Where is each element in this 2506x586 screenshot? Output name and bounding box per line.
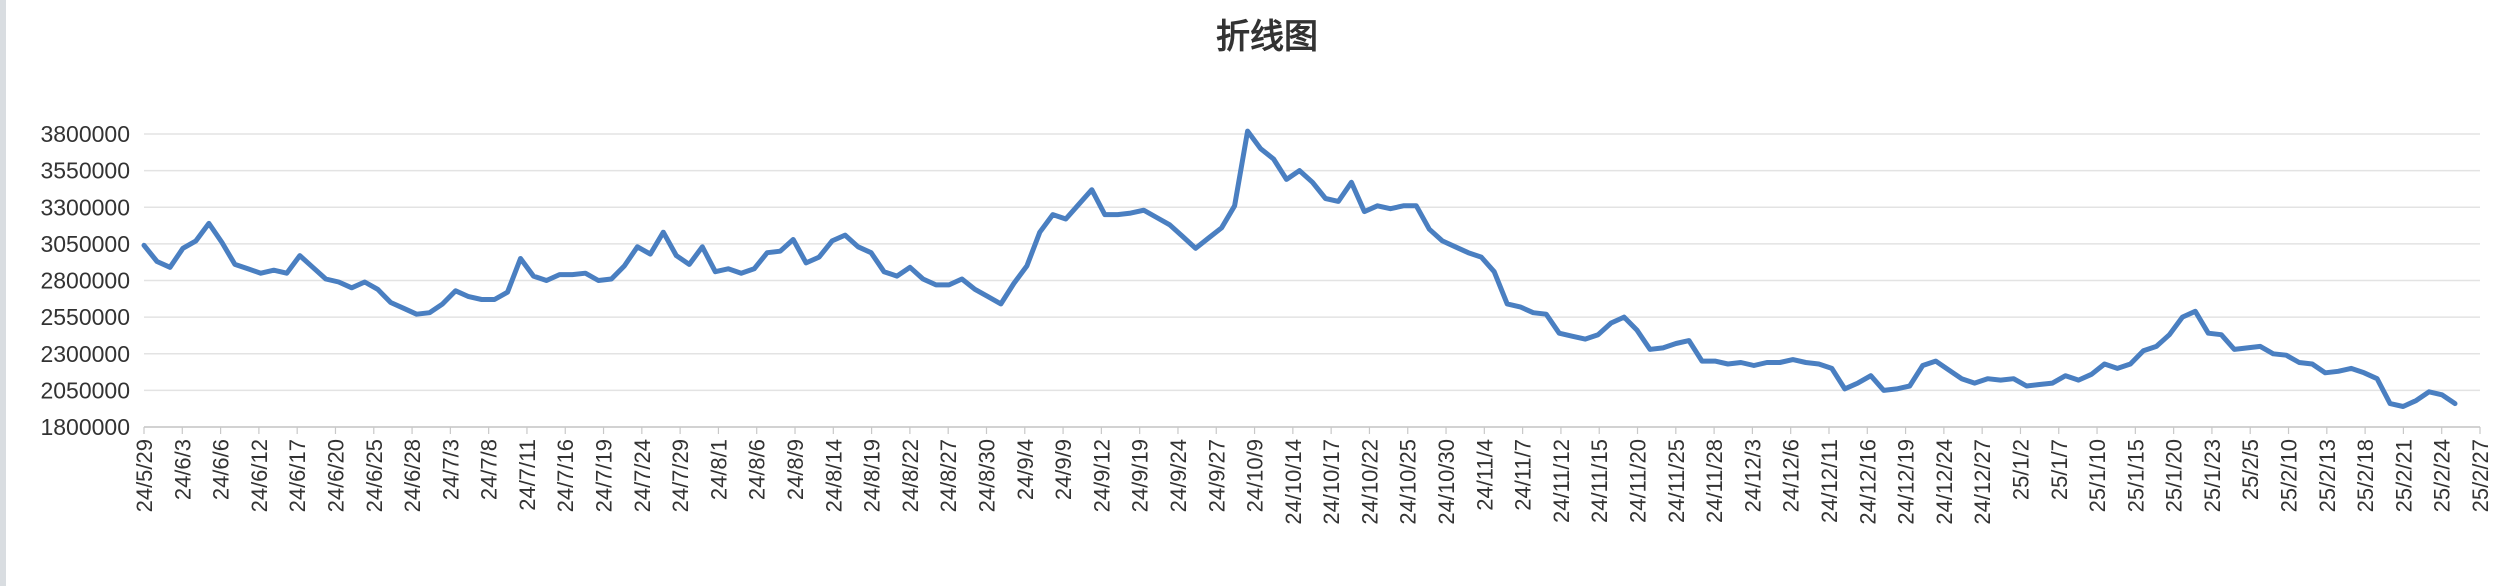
x-tick-label: 24/8/30: [974, 439, 999, 512]
x-tick-label: 24/9/27: [1204, 439, 1229, 512]
x-tick-label: 24/12/24: [1932, 439, 1957, 525]
x-tick-label: 25/2/27: [2468, 439, 2493, 512]
x-tick-label: 24/9/19: [1128, 439, 1153, 512]
x-tick-label: 24/10/9: [1243, 439, 1268, 512]
x-tick-label: 24/6/12: [247, 439, 272, 512]
x-tick-label: 24/7/24: [630, 439, 655, 512]
x-tick-label: 25/1/7: [2047, 439, 2072, 500]
x-tick-label: 24/12/11: [1817, 439, 1842, 523]
x-tick-label: 24/11/12: [1549, 439, 1574, 523]
x-tick-label: 25/2/5: [2238, 439, 2263, 500]
x-tick-label: 24/8/14: [821, 439, 846, 512]
x-tick-label: 24/7/16: [553, 439, 578, 512]
x-tick-label: 24/8/27: [936, 439, 961, 512]
grid-lines: [144, 133, 2480, 428]
series-layer: [141, 128, 2458, 409]
x-tick-label: 24/6/3: [170, 439, 195, 500]
y-tick-label: 2800000: [40, 268, 130, 294]
chart-title: 折线图: [1216, 17, 1318, 57]
x-tick-label: 24/9/4: [1013, 439, 1038, 500]
x-tick-label: 25/1/10: [2085, 439, 2110, 512]
x-tick-label: 24/11/15: [1587, 439, 1612, 523]
x-tick-label: 24/9/24: [1166, 439, 1191, 512]
x-tick-label: 25/1/23: [2200, 439, 2225, 512]
x-tick-label: 24/7/19: [592, 439, 617, 512]
x-tick-label: 25/2/18: [2353, 439, 2378, 512]
x-tick-label: 25/2/10: [2277, 439, 2302, 512]
x-tick-label: 24/6/25: [362, 439, 387, 512]
x-tick-label: 24/12/19: [1894, 439, 1919, 525]
x-tick-label: 24/9/12: [1089, 439, 1114, 512]
x-tick-label: 24/10/17: [1319, 439, 1344, 525]
x-tick-label: 24/6/28: [400, 439, 425, 512]
x-tick-label: 24/8/19: [860, 439, 885, 512]
x-tick-label: 24/7/8: [477, 439, 502, 500]
x-tick-label: 25/2/24: [2430, 439, 2455, 512]
x-tick-label: 24/12/3: [1740, 439, 1765, 512]
y-tick-label: 2050000: [40, 377, 130, 403]
series-line: [141, 128, 2458, 409]
x-tick-label: 24/8/9: [783, 439, 808, 500]
x-tick-label: 24/6/6: [209, 439, 234, 500]
x-tick-label: 24/8/1: [706, 439, 731, 500]
x-tick-label: 24/10/30: [1434, 439, 1459, 525]
y-tick-label: 3550000: [40, 158, 130, 184]
x-tick-label: 24/8/22: [898, 439, 923, 512]
x-tick-label: 24/12/6: [1779, 439, 1804, 512]
y-axis-tick-labels: 1800000 2050000 2300000 2550000 2800000 30500…: [40, 121, 130, 440]
y-tick-label: 1800000: [40, 414, 130, 440]
x-tick-label: 24/10/25: [1396, 439, 1421, 525]
window-edge: [0, 0, 6, 586]
x-tick-label: 24/11/7: [1511, 439, 1536, 511]
x-tick-label: 24/6/20: [323, 439, 348, 512]
x-tick-label: 24/7/11: [515, 439, 540, 511]
x-tick-label: 24/11/20: [1626, 439, 1651, 523]
x-tick-label: 25/2/13: [2315, 439, 2340, 512]
x-tick-label: 24/8/6: [745, 439, 770, 500]
x-tick-label: 24/11/4: [1472, 439, 1497, 511]
x-tick-label: 25/1/15: [2123, 439, 2148, 512]
x-tick-label: 24/12/27: [1970, 439, 1995, 525]
y-tick-label: 3300000: [40, 194, 130, 220]
x-tick-label: 25/1/20: [2162, 439, 2187, 512]
x-tick-label: 25/1/2: [2008, 439, 2033, 500]
x-tick-label: 25/2/21: [2391, 439, 2416, 512]
x-tick-label: 24/12/16: [1855, 439, 1880, 525]
x-tick-label: 24/11/25: [1664, 439, 1689, 523]
x-tick-label: 24/10/22: [1357, 439, 1382, 525]
x-tick-label: 24/11/28: [1702, 439, 1727, 523]
x-tick-label: 24/10/14: [1281, 439, 1306, 525]
y-tick-label: 3800000: [40, 121, 130, 147]
y-tick-label: 3050000: [40, 231, 130, 257]
x-tick-label: 24/9/9: [1051, 439, 1076, 500]
x-tick-label: 24/6/17: [285, 439, 310, 512]
x-axis: 24/5/29 24/6/3 24/6/6 24/6/12 24/6/17 24/6/20…: [132, 426, 2493, 525]
x-tick-label: 24/5/29: [132, 439, 157, 512]
y-tick-label: 2550000: [40, 304, 130, 330]
x-tick-label: 24/7/29: [668, 439, 693, 512]
x-tick-label: 24/7/3: [438, 439, 463, 500]
y-tick-label: 2300000: [40, 341, 130, 367]
